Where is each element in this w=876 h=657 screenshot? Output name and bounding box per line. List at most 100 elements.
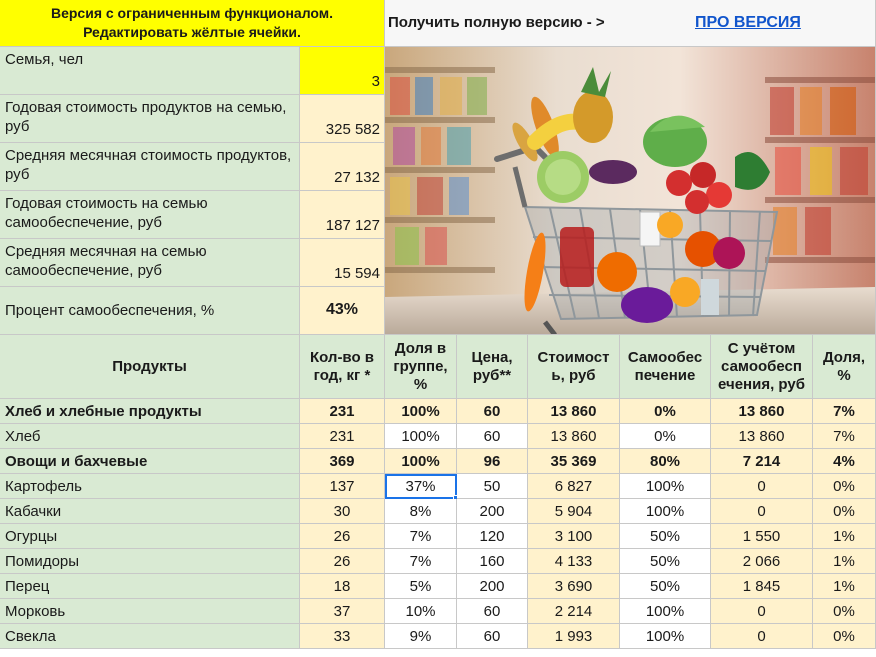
table-cell: 7 214	[711, 449, 813, 474]
summary-label: Процент самообеспечения, %	[0, 287, 300, 335]
table-cell[interactable]: 100%	[385, 424, 457, 449]
table-cell: 137	[300, 474, 385, 499]
column-header: Кол-во в год, кг *	[300, 335, 385, 399]
table-cell: 100%	[385, 399, 457, 424]
product-name-cell: Свекла	[0, 624, 300, 649]
table-cell: 0%	[813, 499, 876, 524]
grocery-cart-illustration	[385, 47, 875, 334]
summary-value: 15 594	[300, 239, 385, 287]
table-cell[interactable]: 200	[457, 499, 528, 524]
pro-version-link[interactable]: ПРО ВЕРСИЯ	[695, 14, 801, 31]
table-cell: 7%	[813, 424, 876, 449]
table-cell: 369	[300, 449, 385, 474]
product-name-cell: Овощи и бахчевые	[0, 449, 300, 474]
table-cell: 1 550	[711, 524, 813, 549]
table-cell: 5 904	[528, 499, 620, 524]
table-cell[interactable]: 100%	[620, 599, 711, 624]
table-cell: 33	[300, 624, 385, 649]
table-cell: 1 845	[711, 574, 813, 599]
table-cell[interactable]: 160	[457, 549, 528, 574]
table-cell: 30	[300, 499, 385, 524]
table-cell: 13 860	[711, 424, 813, 449]
summary-value: 27 132	[300, 143, 385, 191]
self-sufficiency-percent: 43%	[300, 287, 385, 335]
summary-value-text: 3	[371, 73, 380, 90]
summary-label: Годовая стоимость продуктов на семью, ру…	[0, 95, 300, 143]
table-cell: 60	[457, 399, 528, 424]
summary-value-text: 187 127	[325, 217, 380, 234]
table-cell: 4%	[813, 449, 876, 474]
table-cell: 231	[300, 424, 385, 449]
table-cell: 4 133	[528, 549, 620, 574]
table-cell: 1%	[813, 549, 876, 574]
table-cell: 0	[711, 474, 813, 499]
table-cell: 26	[300, 549, 385, 574]
get-full-version-label: Получить полную версию - >	[388, 14, 605, 31]
table-cell[interactable]: 60	[457, 599, 528, 624]
product-name-cell: Кабачки	[0, 499, 300, 524]
column-header: Доля, %	[813, 335, 876, 399]
table-cell[interactable]: 10%	[385, 599, 457, 624]
product-name-cell: Помидоры	[0, 549, 300, 574]
product-name-cell: Морковь	[0, 599, 300, 624]
table-cell[interactable]: 50%	[620, 574, 711, 599]
column-header: Доля в группе, %	[385, 335, 457, 399]
table-cell: 6 827	[528, 474, 620, 499]
upgrade-bar: Получить полную версию - > ПРО ВЕРСИЯ	[385, 0, 876, 47]
limited-version-notice: Версия с ограниченным функционалом. Реда…	[0, 0, 385, 47]
table-cell: 0	[711, 499, 813, 524]
column-header: Продукты	[0, 335, 300, 399]
table-cell: 0%	[813, 474, 876, 499]
summary-value-text: 15 594	[334, 265, 380, 282]
table-cell[interactable]: 9%	[385, 624, 457, 649]
table-cell: 3 100	[528, 524, 620, 549]
table-cell[interactable]: 60	[457, 624, 528, 649]
column-header: С учётом самообесп ечения, руб	[711, 335, 813, 399]
table-cell[interactable]: 50%	[620, 524, 711, 549]
product-name-cell: Картофель	[0, 474, 300, 499]
summary-label: Средняя месячная стоимость продуктов, ру…	[0, 143, 300, 191]
table-cell[interactable]: 50	[457, 474, 528, 499]
table-cell: 0	[711, 624, 813, 649]
table-cell[interactable]: 50%	[620, 549, 711, 574]
table-cell[interactable]: 60	[457, 424, 528, 449]
product-name-cell: Огурцы	[0, 524, 300, 549]
table-cell: 2 214	[528, 599, 620, 624]
summary-label: Годовая стоимость на семью самообеспечен…	[0, 191, 300, 239]
table-cell[interactable]: 5%	[385, 574, 457, 599]
table-cell[interactable]: 120	[457, 524, 528, 549]
summary-value-text: 325 582	[325, 121, 380, 138]
product-name-cell: Хлеб	[0, 424, 300, 449]
table-cell: 2 066	[711, 549, 813, 574]
table-cell: 0%	[620, 399, 711, 424]
product-name-cell: Перец	[0, 574, 300, 599]
table-cell: 1%	[813, 524, 876, 549]
table-cell: 0%	[813, 599, 876, 624]
table-cell: 3 690	[528, 574, 620, 599]
table-cell[interactable]: 100%	[620, 499, 711, 524]
summary-label: Средняя месячная на семью самообеспечени…	[0, 239, 300, 287]
notice-line-2: Редактировать жёлтые ячейки.	[83, 24, 301, 40]
table-cell: 26	[300, 524, 385, 549]
summary-value-text: 27 132	[334, 169, 380, 186]
table-cell[interactable]: 0%	[620, 424, 711, 449]
table-cell: 96	[457, 449, 528, 474]
table-cell: 100%	[385, 449, 457, 474]
table-cell[interactable]: 200	[457, 574, 528, 599]
table-cell[interactable]: 100%	[620, 474, 711, 499]
summary-value: 187 127	[300, 191, 385, 239]
table-cell: 18	[300, 574, 385, 599]
table-cell[interactable]: 7%	[385, 549, 457, 574]
family-size-input[interactable]: 3	[300, 47, 385, 95]
table-cell: 1%	[813, 574, 876, 599]
table-cell: 1 993	[528, 624, 620, 649]
table-cell: 13 860	[528, 424, 620, 449]
table-cell[interactable]: 8%	[385, 499, 457, 524]
summary-value: 325 582	[300, 95, 385, 143]
table-cell: 13 860	[711, 399, 813, 424]
table-cell[interactable]: 7%	[385, 524, 457, 549]
table-cell: 35 369	[528, 449, 620, 474]
table-cell[interactable]: 100%	[620, 624, 711, 649]
table-cell: 0%	[813, 624, 876, 649]
table-cell[interactable]: 37%	[385, 474, 457, 499]
